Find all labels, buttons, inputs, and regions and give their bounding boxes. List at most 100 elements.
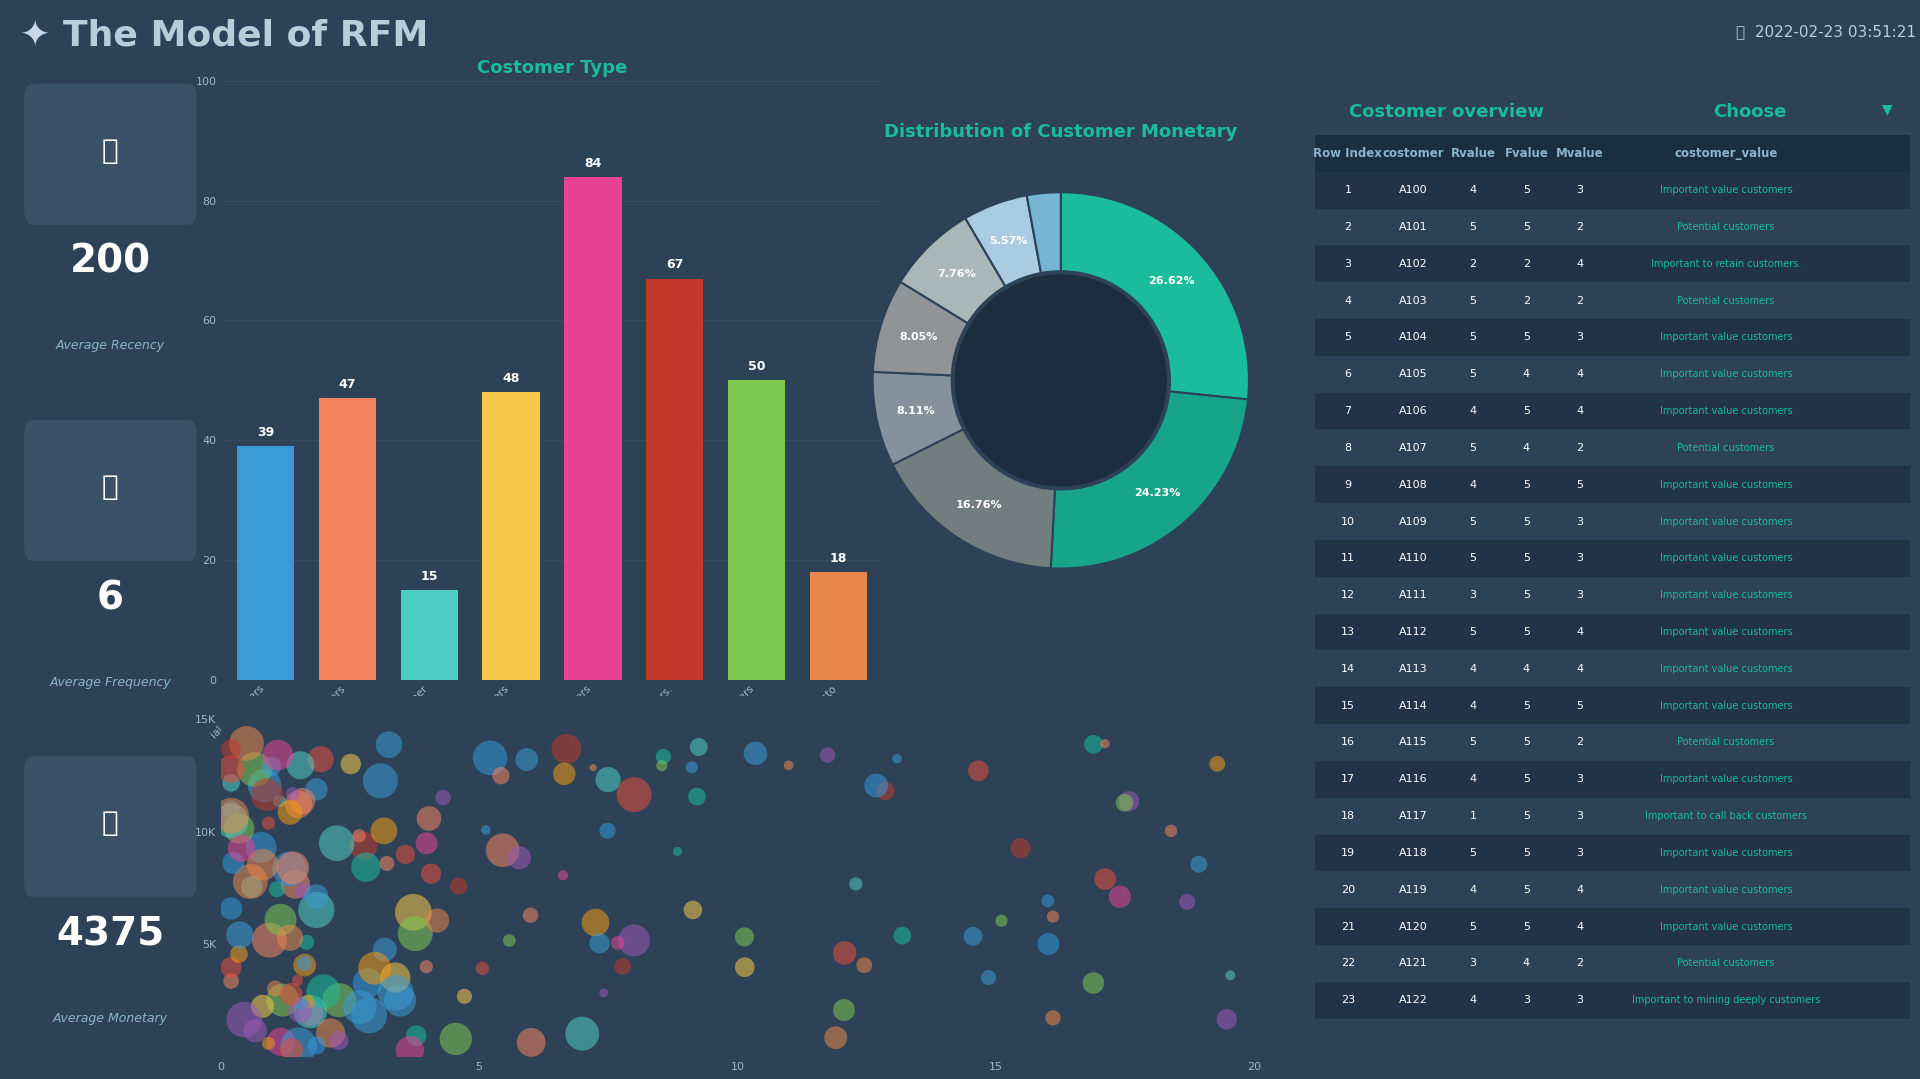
Text: 4: 4 [1576, 406, 1584, 416]
Text: 15: 15 [420, 570, 438, 583]
Point [280, 875, 311, 892]
Point [881, 750, 912, 767]
Text: Row Index: Row Index [1313, 147, 1382, 160]
Point [493, 932, 524, 950]
Wedge shape [900, 218, 1006, 324]
Text: 5: 5 [1469, 627, 1476, 637]
Point [301, 901, 332, 918]
Text: 5: 5 [1523, 222, 1530, 232]
Point [515, 906, 545, 924]
Point [739, 745, 770, 762]
Point [278, 859, 309, 876]
Point [253, 1035, 284, 1052]
Text: 5.57%: 5.57% [989, 236, 1027, 246]
Point [566, 1025, 597, 1042]
Circle shape [956, 275, 1165, 486]
Point [223, 945, 253, 962]
Text: 4: 4 [1523, 664, 1530, 673]
Text: 3: 3 [1469, 958, 1476, 968]
Text: 5: 5 [1344, 332, 1352, 342]
Wedge shape [1027, 192, 1062, 273]
Text: A103: A103 [1400, 296, 1428, 305]
Text: 4: 4 [1469, 775, 1476, 784]
Point [250, 777, 280, 794]
Point [964, 762, 995, 779]
Point [286, 995, 317, 1012]
Text: A118: A118 [1400, 848, 1428, 858]
Text: 20: 20 [1340, 885, 1356, 894]
Text: Important value customers: Important value customers [1659, 517, 1791, 527]
Point [676, 759, 707, 776]
Point [225, 820, 255, 837]
Point [236, 878, 267, 896]
Point [353, 1007, 384, 1024]
Point [618, 932, 649, 950]
Point [384, 992, 415, 1009]
Text: A102: A102 [1400, 259, 1428, 269]
Text: 5: 5 [1523, 921, 1530, 931]
Text: costomer_value: costomer_value [1674, 147, 1778, 160]
Point [684, 738, 714, 755]
Text: Choose: Choose [1713, 103, 1786, 121]
Point [380, 984, 411, 1001]
Text: 4: 4 [1469, 406, 1476, 416]
Bar [728, 380, 785, 680]
Text: 2: 2 [1576, 296, 1584, 305]
Text: 5: 5 [1523, 590, 1530, 600]
Text: ▼: ▼ [1882, 103, 1893, 117]
Point [394, 1041, 424, 1058]
Point [351, 859, 382, 876]
Text: 3: 3 [1469, 590, 1476, 600]
Point [234, 873, 265, 890]
Text: Important to call back customers: Important to call back customers [1645, 811, 1807, 821]
Point [324, 1032, 355, 1049]
Bar [564, 177, 622, 680]
Text: 5: 5 [1469, 737, 1476, 748]
Text: 50: 50 [747, 360, 766, 373]
Point [849, 957, 879, 974]
Point [730, 958, 760, 975]
Point [265, 792, 296, 809]
Text: 4: 4 [1469, 480, 1476, 490]
Text: 5: 5 [1469, 554, 1476, 563]
Text: The Model of RFM: The Model of RFM [63, 18, 428, 52]
Point [973, 969, 1004, 986]
FancyBboxPatch shape [1315, 982, 1910, 1019]
Point [1212, 1011, 1242, 1028]
Point [282, 972, 313, 989]
Point [422, 912, 453, 929]
Point [987, 912, 1018, 929]
Text: 8.11%: 8.11% [897, 407, 935, 416]
Wedge shape [966, 195, 1041, 286]
Text: 7.76%: 7.76% [937, 270, 975, 279]
Point [374, 736, 405, 753]
Point [1033, 892, 1064, 910]
Text: 2: 2 [1576, 737, 1584, 748]
Point [248, 856, 278, 873]
Point [286, 756, 317, 774]
Text: 5: 5 [1523, 406, 1530, 416]
Text: Important value customers: Important value customers [1659, 885, 1791, 894]
Point [252, 787, 282, 804]
Text: 4: 4 [1469, 664, 1476, 673]
Text: 18: 18 [1340, 811, 1356, 821]
Point [1202, 755, 1233, 773]
Point [246, 838, 276, 856]
Text: 3: 3 [1523, 995, 1530, 1006]
Point [1079, 736, 1110, 753]
Text: Rvalue: Rvalue [1450, 147, 1496, 160]
Point [547, 866, 578, 884]
Text: 5: 5 [1523, 885, 1530, 894]
FancyBboxPatch shape [1315, 208, 1910, 245]
Text: Important value customers: Important value customers [1659, 664, 1791, 673]
Text: Important value customers: Important value customers [1659, 406, 1791, 416]
Text: Important value customers: Important value customers [1659, 480, 1791, 490]
Text: 16.76%: 16.76% [956, 500, 1002, 509]
Text: Important value customers: Important value customers [1659, 554, 1791, 563]
Point [647, 757, 678, 775]
Point [649, 748, 680, 765]
Text: 4: 4 [1576, 664, 1584, 673]
Text: A119: A119 [1400, 885, 1428, 894]
Text: 1: 1 [1469, 811, 1476, 821]
Point [215, 775, 246, 792]
